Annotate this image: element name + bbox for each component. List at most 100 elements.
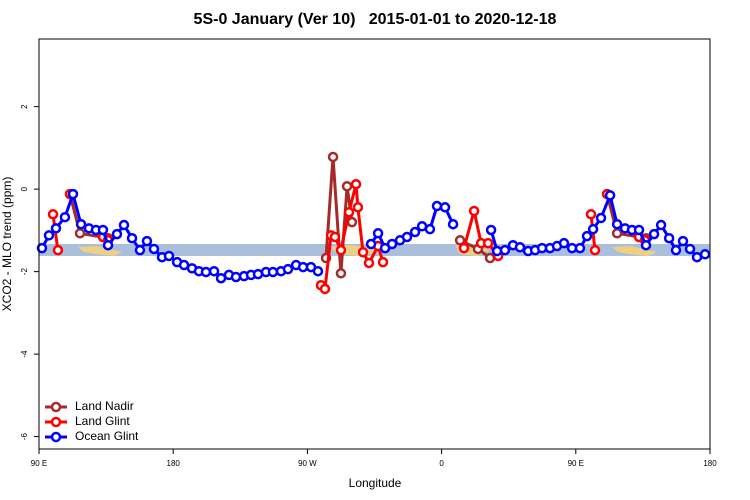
point bbox=[148, 243, 160, 255]
y-tick-label: 0 bbox=[20, 186, 29, 191]
point bbox=[312, 265, 324, 277]
point bbox=[458, 242, 470, 254]
chart-title: 5S-0 January (Ver 10) 2015-01-01 to 2020… bbox=[194, 11, 557, 28]
point bbox=[663, 232, 675, 244]
point bbox=[230, 271, 242, 283]
point bbox=[363, 257, 375, 269]
point bbox=[267, 266, 279, 278]
point bbox=[350, 178, 362, 190]
point bbox=[208, 265, 220, 277]
point bbox=[655, 219, 667, 231]
point bbox=[640, 239, 652, 251]
point bbox=[52, 244, 64, 256]
point bbox=[36, 242, 48, 254]
legend-marker bbox=[50, 431, 62, 443]
point bbox=[282, 263, 294, 275]
y-axis-label: XCO2 - MLO trend (ppm) bbox=[0, 177, 14, 312]
point bbox=[684, 243, 696, 255]
point bbox=[74, 228, 86, 239]
point bbox=[447, 218, 459, 230]
land-patch bbox=[612, 246, 657, 256]
point bbox=[604, 190, 616, 201]
point bbox=[431, 200, 443, 212]
series-layer bbox=[36, 151, 711, 295]
point bbox=[581, 230, 593, 242]
x-axis-label: Longitude bbox=[349, 476, 402, 490]
point bbox=[47, 209, 59, 220]
point bbox=[691, 251, 703, 263]
point bbox=[134, 244, 146, 256]
legend-marker bbox=[50, 416, 62, 428]
x-tick-label: 90 E bbox=[31, 459, 47, 468]
point bbox=[409, 226, 421, 238]
point bbox=[611, 228, 623, 239]
point bbox=[677, 235, 689, 247]
point bbox=[327, 151, 339, 163]
point bbox=[372, 228, 384, 239]
point bbox=[50, 223, 62, 234]
point bbox=[43, 230, 55, 241]
point bbox=[386, 238, 398, 250]
point bbox=[357, 246, 369, 258]
point bbox=[341, 181, 353, 192]
point bbox=[335, 268, 347, 279]
plot-frame bbox=[38, 38, 711, 450]
legend-label: Ocean Glint bbox=[75, 429, 139, 443]
point bbox=[514, 242, 526, 253]
point bbox=[346, 216, 358, 228]
point bbox=[574, 242, 586, 254]
point bbox=[102, 239, 114, 251]
point bbox=[335, 244, 347, 256]
point bbox=[75, 218, 87, 230]
point bbox=[329, 231, 341, 243]
point bbox=[633, 224, 645, 236]
point bbox=[365, 238, 377, 250]
point bbox=[126, 232, 138, 244]
point bbox=[482, 237, 494, 249]
legend-label: Land Nadir bbox=[75, 399, 134, 413]
y-tick-label: -2 bbox=[20, 268, 29, 276]
x-tick-label: 90 W bbox=[298, 459, 317, 468]
point bbox=[589, 244, 601, 256]
point bbox=[585, 209, 597, 220]
point bbox=[97, 224, 109, 236]
point bbox=[648, 228, 660, 240]
point bbox=[401, 231, 413, 243]
point bbox=[343, 206, 355, 218]
point bbox=[595, 212, 607, 224]
y-tick-label: -6 bbox=[20, 433, 29, 441]
point bbox=[468, 205, 480, 217]
point bbox=[67, 188, 79, 200]
point bbox=[699, 249, 711, 260]
point bbox=[163, 250, 175, 262]
series-line bbox=[40, 192, 706, 280]
point bbox=[484, 252, 496, 264]
point bbox=[377, 256, 389, 268]
point bbox=[141, 235, 153, 247]
point bbox=[424, 223, 436, 235]
x-tick-label: 180 bbox=[703, 459, 717, 468]
x-tick-label: 0 bbox=[439, 459, 444, 468]
y-tick-label: 2 bbox=[20, 104, 29, 109]
land-patch bbox=[78, 246, 122, 256]
point bbox=[587, 223, 599, 235]
point bbox=[670, 244, 682, 256]
point bbox=[118, 219, 130, 231]
point bbox=[439, 202, 451, 213]
point bbox=[499, 244, 511, 256]
point bbox=[611, 218, 623, 230]
point bbox=[319, 283, 331, 295]
point bbox=[485, 224, 497, 236]
point bbox=[454, 235, 466, 246]
legend-label: Land Glint bbox=[75, 414, 130, 428]
point bbox=[558, 237, 570, 249]
x-tick-label: 90 E bbox=[568, 459, 584, 468]
x-tick-label: 180 bbox=[167, 459, 181, 468]
point bbox=[352, 202, 364, 213]
point bbox=[111, 228, 123, 240]
y-tick-label: -4 bbox=[20, 350, 29, 358]
legend-marker bbox=[50, 401, 62, 413]
